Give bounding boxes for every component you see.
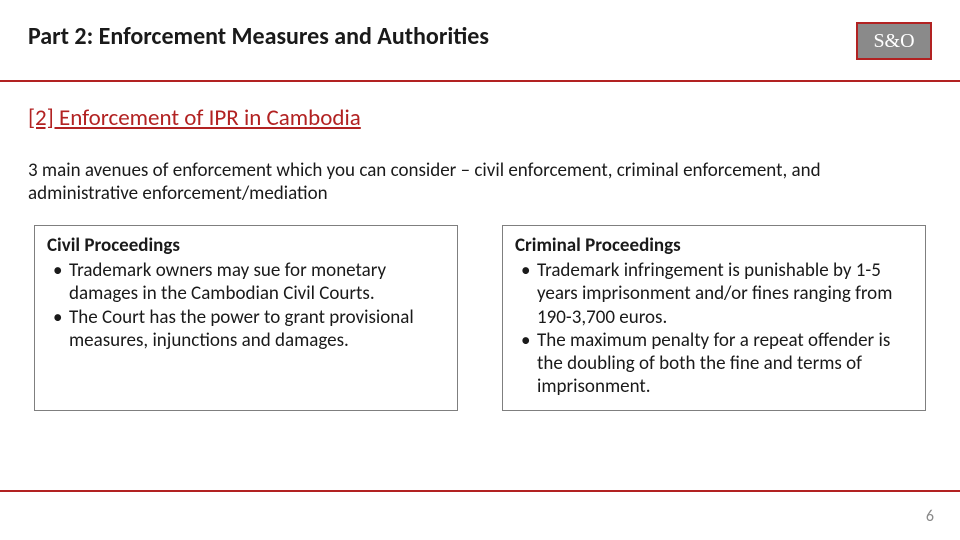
divider-top (0, 80, 960, 82)
box-title: Criminal Proceedings (515, 234, 913, 257)
list-item: Trademark owners may sue for monetary da… (47, 259, 445, 305)
intro-text: 3 main avenues of enforcement which you … (28, 160, 932, 206)
box-title: Civil Proceedings (47, 234, 445, 257)
list-item: Trademark infringement is punishable by … (515, 259, 913, 329)
section-heading: [2] Enforcement of IPR in Cambodia (28, 104, 361, 132)
list-item: The maximum penalty for a repeat offende… (515, 329, 913, 399)
box-list: Trademark owners may sue for monetary da… (47, 259, 445, 352)
divider-bottom (0, 490, 960, 492)
slide: Part 2: Enforcement Measures and Authori… (0, 0, 960, 540)
content-boxes: Civil Proceedings Trademark owners may s… (34, 225, 926, 411)
box-criminal: Criminal Proceedings Trademark infringem… (502, 225, 926, 411)
list-item: The Court has the power to grant provisi… (47, 306, 445, 352)
box-list: Trademark infringement is punishable by … (515, 259, 913, 398)
page-title: Part 2: Enforcement Measures and Authori… (28, 22, 489, 51)
brand-logo-text: S&O (873, 30, 914, 53)
page-number: 6 (926, 507, 934, 526)
header: Part 2: Enforcement Measures and Authori… (28, 22, 932, 60)
box-civil: Civil Proceedings Trademark owners may s… (34, 225, 458, 411)
brand-logo: S&O (856, 22, 932, 60)
